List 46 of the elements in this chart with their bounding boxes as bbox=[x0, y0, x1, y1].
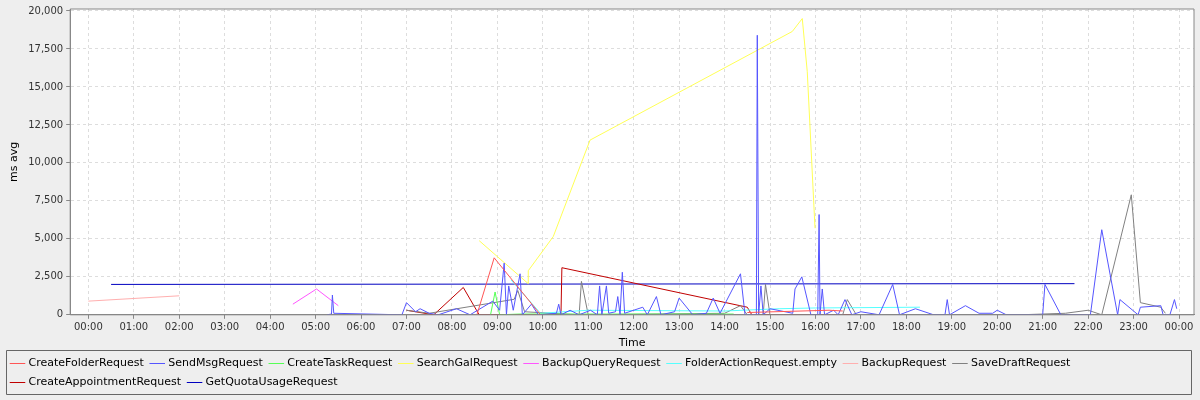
x-axis-title: Time bbox=[617, 336, 646, 350]
x-tick-label: 02:00 bbox=[164, 321, 194, 333]
legend-label: SearchGalRequest bbox=[416, 356, 519, 370]
x-tick-label: 11:00 bbox=[573, 321, 603, 333]
y-tick-label: 5,000 bbox=[34, 232, 64, 244]
legend-label: BackupQueryRequest bbox=[542, 356, 662, 370]
x-tick-label: 07:00 bbox=[392, 321, 421, 333]
x-tick-label: 17:00 bbox=[846, 321, 876, 333]
y-tick-label: 2,500 bbox=[34, 270, 64, 282]
legend-label: CreateAppointmentRequest bbox=[28, 375, 182, 389]
legend-label: SendMsgRequest bbox=[168, 356, 264, 370]
y-axis-title: ms avg bbox=[7, 141, 21, 182]
x-tick-label: 15:00 bbox=[755, 321, 785, 333]
y-tick-label: 7,500 bbox=[34, 194, 64, 206]
y-tick-label: 20,000 bbox=[28, 4, 64, 16]
x-tick-label: 09:00 bbox=[482, 321, 512, 333]
x-tick-label: 04:00 bbox=[255, 321, 285, 333]
y-tick-label: 15,000 bbox=[28, 80, 64, 92]
x-tick-label: 10:00 bbox=[528, 321, 558, 333]
legend-label: CreateTaskRequest bbox=[287, 356, 393, 370]
x-tick-label: 13:00 bbox=[664, 321, 694, 333]
x-tick-label: 06:00 bbox=[346, 321, 376, 333]
x-tick-label: 20:00 bbox=[982, 321, 1012, 333]
x-tick-label: 22:00 bbox=[1073, 321, 1103, 333]
x-tick-label: 03:00 bbox=[210, 321, 240, 333]
legend-label: CreateFolderRequest bbox=[28, 356, 145, 370]
x-tick-label: 18:00 bbox=[891, 321, 921, 333]
x-tick-label: 21:00 bbox=[1028, 321, 1058, 333]
y-tick-label: 12,500 bbox=[28, 118, 64, 130]
legend-label: SaveDraftRequest bbox=[970, 356, 1072, 370]
x-tick-label: 19:00 bbox=[937, 321, 967, 333]
x-tick-label: 01:00 bbox=[119, 321, 149, 333]
legend-label: FolderActionRequest.empty bbox=[685, 356, 838, 370]
x-tick-label: 16:00 bbox=[801, 321, 830, 333]
x-tick-label: 14:00 bbox=[710, 321, 739, 333]
legend-label: BackupRequest bbox=[861, 356, 948, 370]
x-tick-label: 23:00 bbox=[1119, 321, 1148, 333]
x-tick-label: 00:00 bbox=[1164, 321, 1194, 333]
x-tick-label: 08:00 bbox=[437, 321, 467, 333]
y-tick-label: 10,000 bbox=[28, 156, 64, 168]
y-tick-label: 17,500 bbox=[28, 42, 64, 54]
y-tick-label: 0 bbox=[56, 308, 64, 320]
x-tick-label: 00:00 bbox=[73, 321, 103, 333]
x-tick-label: 12:00 bbox=[619, 321, 649, 333]
legend-label: GetQuotaUsageRequest bbox=[205, 375, 339, 389]
x-tick-label: 05:00 bbox=[301, 321, 330, 333]
